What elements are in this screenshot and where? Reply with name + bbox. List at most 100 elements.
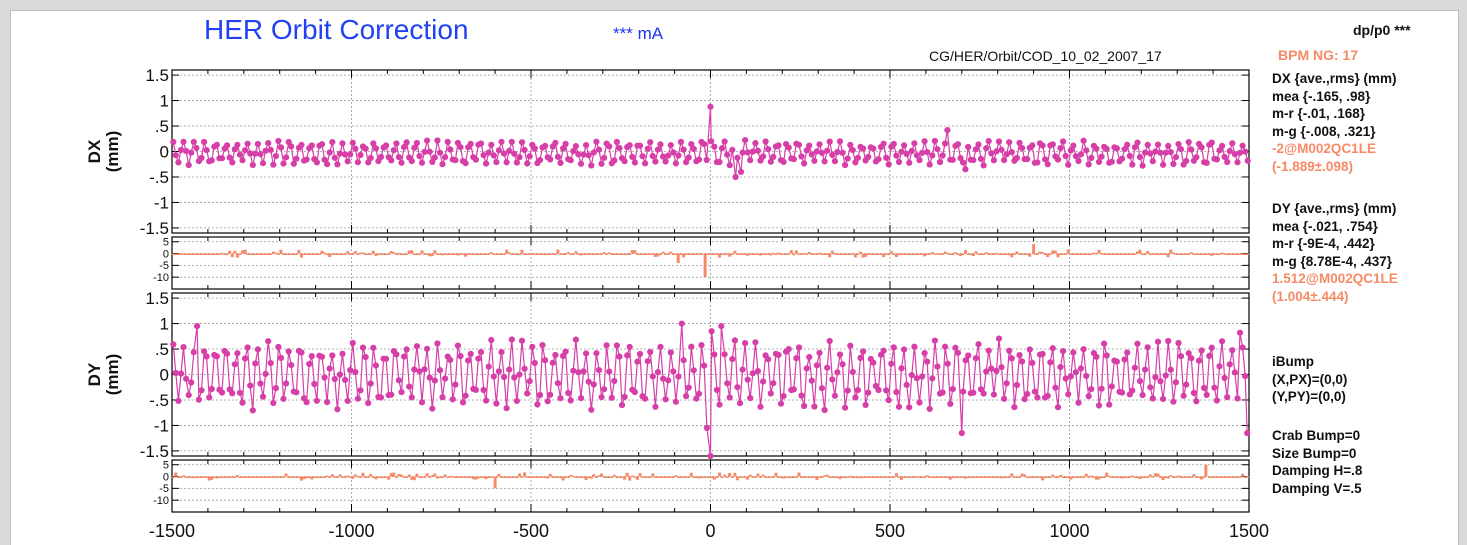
panel-3-data-point [1177,353,1185,360]
panel-1-data-point [567,157,574,164]
panel-3-data-point [1136,378,1144,385]
panel-3-data-point [626,343,633,350]
panel-4-bar [328,476,332,478]
panel-2-bar [715,253,719,255]
x-tick-label: -1500 [149,521,195,541]
panel-1-data-point [734,154,741,161]
panel-2-bar [566,252,570,254]
panel-1-data-point [921,138,928,145]
panel-4-bar [579,476,583,478]
panel-1-data-point [1154,141,1162,148]
x-tick-label: -1000 [328,521,374,541]
panel-1-data-point [842,161,849,169]
panel-4-bar [720,476,724,478]
panel-3-data-point [865,389,872,396]
panel-3-data-point [411,366,418,373]
panel-4-bar [1200,476,1204,480]
panel-3-data-point [698,342,705,349]
panel-4-bar [669,476,673,478]
panel-3-data-point [785,346,792,353]
panel-2-bar [971,253,975,256]
panel-3-ytick-label: 1.5 [145,289,169,308]
panel-2-bar [287,253,291,255]
panel-2-bar [933,253,937,255]
panel-1-data-point [188,149,195,156]
panel-2-bar [505,249,509,254]
panel-4-bar [382,476,386,478]
panel-4-bar [1048,476,1052,478]
panel-1-data-point [395,154,402,161]
panel-3-data-point [218,389,226,396]
panel-2-bar [584,253,588,255]
panel-2-bar [556,249,560,254]
panel-4-bar [1184,476,1188,478]
panel-1-data-point [790,156,797,163]
panel-4-bar [1028,476,1032,478]
panel-1-data-point [554,153,562,160]
panel-4-bar [192,476,196,479]
panel-4-bar [448,475,452,478]
panel-4-bar [515,476,519,479]
panel-3-data-point [1088,386,1095,393]
panel-2-ytick-label: 0 [163,248,169,260]
panel-3-data-point [990,391,998,398]
chart-title: HER Orbit Correction [204,14,469,45]
panel-4-bar [1207,476,1211,478]
panel-4-bar [692,476,696,478]
panel-1-data-point [1001,157,1008,164]
panel-2-bar [1118,253,1121,255]
panel-1-data-point [824,147,831,154]
panel-4-bar [730,476,734,478]
panel-2-bar [353,251,357,254]
panel-2-bar [820,253,824,255]
panel-3-data-point [321,374,328,381]
panel-1-data-point [785,144,792,151]
panel-1-data-point [1016,139,1023,146]
panel-4-bar [548,473,552,477]
panel-1-data-point [1075,158,1082,165]
panel-2-bar [923,253,927,257]
panel-4-bar [1069,476,1073,480]
panel-1-data-point [557,159,564,166]
panel-3-data-point [844,387,851,394]
panel-1-data-point [890,140,897,148]
panel-2-bar [643,253,647,255]
panel-1-data-point [1062,152,1069,160]
panel-4-bar [1059,475,1062,477]
panel-2-bar [966,253,970,255]
panel-2-bar [594,253,598,255]
panel-1-data-point [498,138,505,145]
panel-4-bar [364,476,368,478]
panel-2-bar [869,253,873,255]
panel-2-bar [807,252,811,254]
panel-1-data-point [898,148,905,155]
panel-3-data-point [429,405,436,412]
panel-1-data-point [1029,142,1036,149]
panel-1-data-point [367,154,374,162]
panel-2-bar [497,253,501,255]
panel-4-bar [379,476,383,478]
panel-2-bar [1166,253,1170,258]
panel-2-bar [569,253,573,255]
panel-1-data-point [426,148,433,155]
dy-worst: 1.512@M002QC1LE [1272,271,1398,286]
panel-1-ylabel-line: (mm) [103,131,122,173]
panel-2-bar [269,253,273,255]
panel-3-data-point [736,400,744,407]
panel-2-bar [730,253,734,255]
panel-2-bar [959,253,962,257]
panel-3-data-point [713,386,721,393]
panel-1-data-point [413,139,420,147]
panel-1-data-point [1034,159,1041,166]
panel-4-bar [751,476,755,478]
panel-4-bar [289,476,293,478]
panel-2-bar [448,253,452,255]
panel-4-bar [1246,476,1250,478]
panel-1-data-point [980,162,987,169]
panel-3-data-point [495,368,502,375]
panel-3-data-point [944,360,951,367]
panel-3-data-point [707,452,714,460]
panel-4-bar [907,476,911,478]
panel-4-bar [1053,476,1057,478]
panel-1-data-point [670,149,677,156]
